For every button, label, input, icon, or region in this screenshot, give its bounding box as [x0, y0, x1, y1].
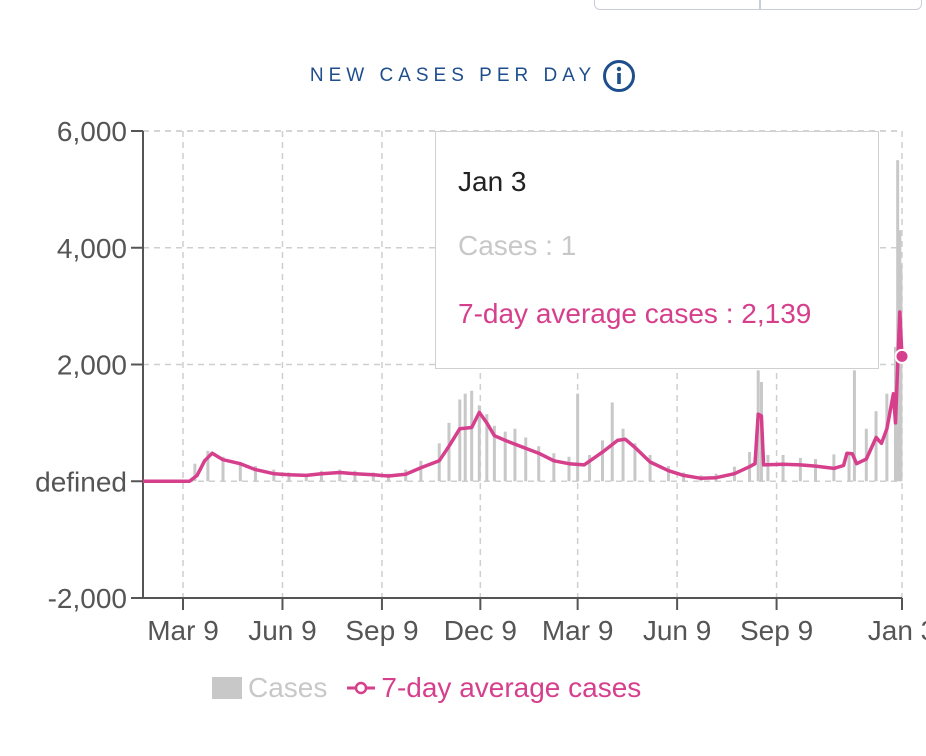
x-tick-label: Dec 9 [444, 615, 517, 646]
cases-bar [371, 472, 375, 482]
cases-bar [492, 425, 496, 482]
x-tick-label: Sep 9 [740, 615, 813, 646]
cases-bar [304, 473, 308, 482]
x-tick-label: Jun 9 [248, 615, 317, 646]
legend-cases-label[interactable]: Cases [248, 672, 328, 703]
x-tick-label: Mar 9 [542, 615, 614, 646]
y-tick-label: 4,000 [57, 233, 127, 264]
cases-bar [253, 466, 257, 482]
y-tick-label: -2,000 [48, 583, 127, 614]
cases-bar [621, 428, 625, 482]
y-tick-label: 6,000 [57, 116, 127, 147]
cases-bar [666, 466, 670, 482]
info-circle-icon[interactable] [602, 59, 636, 93]
cases-bar [458, 399, 462, 482]
tooltip-average: 7-day average cases : 2,139 [458, 298, 812, 329]
cases-bar [470, 390, 474, 482]
cases-bar [477, 405, 481, 482]
cases-bar [552, 453, 556, 482]
chart-header: NEW CASES PER DAY [0, 58, 926, 94]
cases-bar [513, 428, 517, 482]
chart-tooltip: Jan 3 Cases : 1 7-day average cases : 2,… [435, 131, 879, 369]
cases-bar [798, 457, 802, 482]
average-line [143, 310, 904, 484]
cases-bar [503, 431, 507, 482]
cases-bar [885, 393, 889, 482]
cases-bar [419, 460, 423, 482]
cases-bar [601, 440, 605, 482]
cases-bar [896, 160, 900, 482]
cases-bar [447, 422, 451, 482]
legend-average-label[interactable]: 7-day average cases [381, 672, 642, 703]
cases-bar [206, 450, 210, 482]
cases-bar [648, 454, 652, 482]
cases-bar [766, 454, 770, 482]
cases-bar [193, 463, 197, 482]
chart-toggle-tabs[interactable] [594, 0, 922, 10]
cases-bar [847, 452, 851, 482]
cases-bar [287, 472, 291, 482]
cases-bar [463, 393, 467, 482]
legend-average-marker-icon [347, 681, 376, 695]
cases-bar [781, 454, 785, 482]
cases-bar [485, 414, 489, 482]
cases-bar [852, 370, 856, 482]
cases-bar [874, 411, 878, 482]
cases-bar [814, 459, 818, 482]
tooltip-cases: Cases : 1 [458, 230, 577, 261]
x-tick-label: Sep 9 [345, 615, 418, 646]
cases-bar [899, 265, 903, 482]
chart-legend: Cases 7-day average cases [212, 670, 641, 706]
cases-bar [319, 470, 323, 482]
tooltip-date: Jan 3 [458, 166, 527, 197]
highlight-point [894, 348, 910, 364]
cases-bar [567, 456, 571, 482]
cases-bar [221, 456, 225, 482]
cases-bar [524, 437, 528, 482]
cases-bar [633, 443, 637, 482]
x-tick-label: Jun 9 [643, 615, 712, 646]
chart-title: NEW CASES PER DAY [309, 65, 597, 86]
legend-cases-swatch [212, 677, 242, 699]
cases-bar [576, 393, 580, 482]
cases-bar [610, 402, 614, 482]
cases-bar [588, 454, 592, 482]
y-tick-label: 2,000 [57, 350, 127, 381]
y-tick-label: defined [35, 466, 127, 497]
x-tick-label: Jan 3 [868, 615, 926, 646]
cases-bar [353, 470, 357, 482]
cases-bar [338, 469, 342, 482]
x-tick-label: Mar 9 [147, 615, 219, 646]
cases-bar [537, 446, 541, 482]
cases-bar [238, 461, 242, 482]
tab-divider [759, 0, 761, 9]
